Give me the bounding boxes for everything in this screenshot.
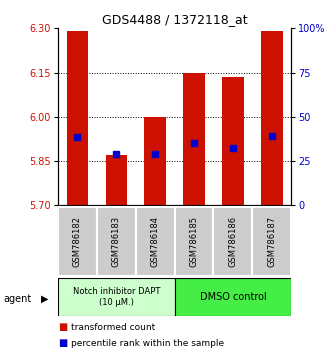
Text: GSM786187: GSM786187	[267, 216, 276, 267]
Bar	[144, 117, 166, 205]
Text: GSM786182: GSM786182	[73, 216, 82, 267]
FancyBboxPatch shape	[175, 278, 291, 316]
Title: GDS4488 / 1372118_at: GDS4488 / 1372118_at	[102, 13, 247, 26]
Text: GSM786185: GSM786185	[190, 216, 199, 267]
Bar	[183, 73, 205, 205]
FancyBboxPatch shape	[97, 207, 136, 276]
Text: GSM786186: GSM786186	[228, 216, 237, 267]
Bar	[106, 155, 127, 205]
FancyBboxPatch shape	[58, 207, 97, 276]
Text: DMSO control: DMSO control	[200, 292, 266, 302]
Text: agent: agent	[3, 294, 31, 304]
FancyBboxPatch shape	[136, 207, 175, 276]
Bar	[222, 77, 244, 205]
FancyBboxPatch shape	[175, 207, 213, 276]
Text: ▶: ▶	[41, 294, 49, 304]
Text: GSM786184: GSM786184	[151, 216, 160, 267]
Text: ■: ■	[58, 338, 67, 348]
Bar	[261, 31, 283, 205]
Text: Notch inhibitor DAPT
(10 μM.): Notch inhibitor DAPT (10 μM.)	[72, 287, 160, 307]
FancyBboxPatch shape	[213, 207, 252, 276]
FancyBboxPatch shape	[58, 278, 175, 316]
Text: transformed count: transformed count	[71, 323, 156, 332]
FancyBboxPatch shape	[252, 207, 291, 276]
Bar	[67, 31, 88, 205]
Text: GSM786183: GSM786183	[112, 216, 121, 267]
Text: ■: ■	[58, 322, 67, 332]
Text: percentile rank within the sample: percentile rank within the sample	[71, 339, 224, 348]
